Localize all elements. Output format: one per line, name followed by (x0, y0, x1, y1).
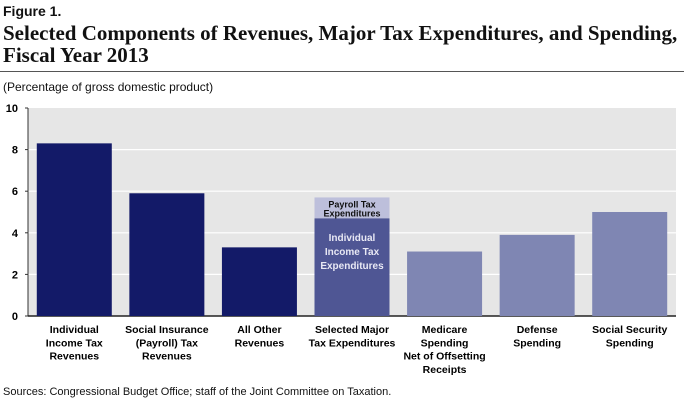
x-tick-label: Tax Expenditures (309, 337, 396, 349)
bar (592, 212, 668, 316)
y-tick-label: 4 (12, 228, 19, 240)
y-tick-label: 0 (12, 311, 18, 323)
x-tick-label: Receipts (423, 364, 467, 376)
y-tick-label: 2 (12, 269, 18, 281)
x-tick-label: Income Tax (46, 337, 103, 349)
x-tick-label: Social Insurance (125, 324, 209, 336)
x-tick-label: All Other (237, 324, 281, 336)
bar (407, 251, 483, 316)
x-tick-label: Revenues (49, 351, 99, 363)
segment-label: Payroll Tax (328, 199, 375, 209)
x-tick-label: Revenues (235, 337, 285, 349)
bar (314, 218, 390, 316)
bar (129, 193, 205, 316)
divider (0, 71, 684, 72)
x-tick-label: Defense (517, 324, 558, 336)
x-tick-label: Revenues (142, 351, 192, 363)
x-tick-label: Net of Offsetting (403, 351, 485, 363)
segment-label: Expenditures (323, 208, 380, 218)
x-tick-label: Selected Major (315, 324, 389, 336)
chart-title: Selected Components of Revenues, Major T… (3, 21, 678, 67)
bar (314, 197, 390, 219)
bar (499, 234, 575, 316)
x-tick-label: Spending (421, 337, 469, 349)
bar (36, 143, 112, 316)
y-tick-label: 6 (12, 186, 18, 198)
y-tick-label: 8 (12, 145, 18, 157)
segment-label: Expenditures (320, 261, 384, 272)
y-tick-label: 10 (6, 103, 18, 115)
sources-note: Sources: Congressional Budget Office; st… (3, 386, 392, 398)
x-tick-label: (Payroll) Tax (136, 337, 198, 349)
figure-label: Figure 1. (3, 3, 62, 19)
x-tick-label: Spending (606, 337, 654, 349)
x-tick-label: Individual (50, 324, 99, 336)
segment-label: Income Tax (325, 247, 380, 258)
segment-label: Individual (329, 233, 376, 244)
x-tick-label: Medicare (422, 324, 468, 336)
x-tick-label: Social Security (592, 324, 667, 336)
bar (221, 247, 297, 316)
y-axis-label: (Percentage of gross domestic product) (3, 80, 214, 94)
x-tick-label: Spending (513, 337, 561, 349)
